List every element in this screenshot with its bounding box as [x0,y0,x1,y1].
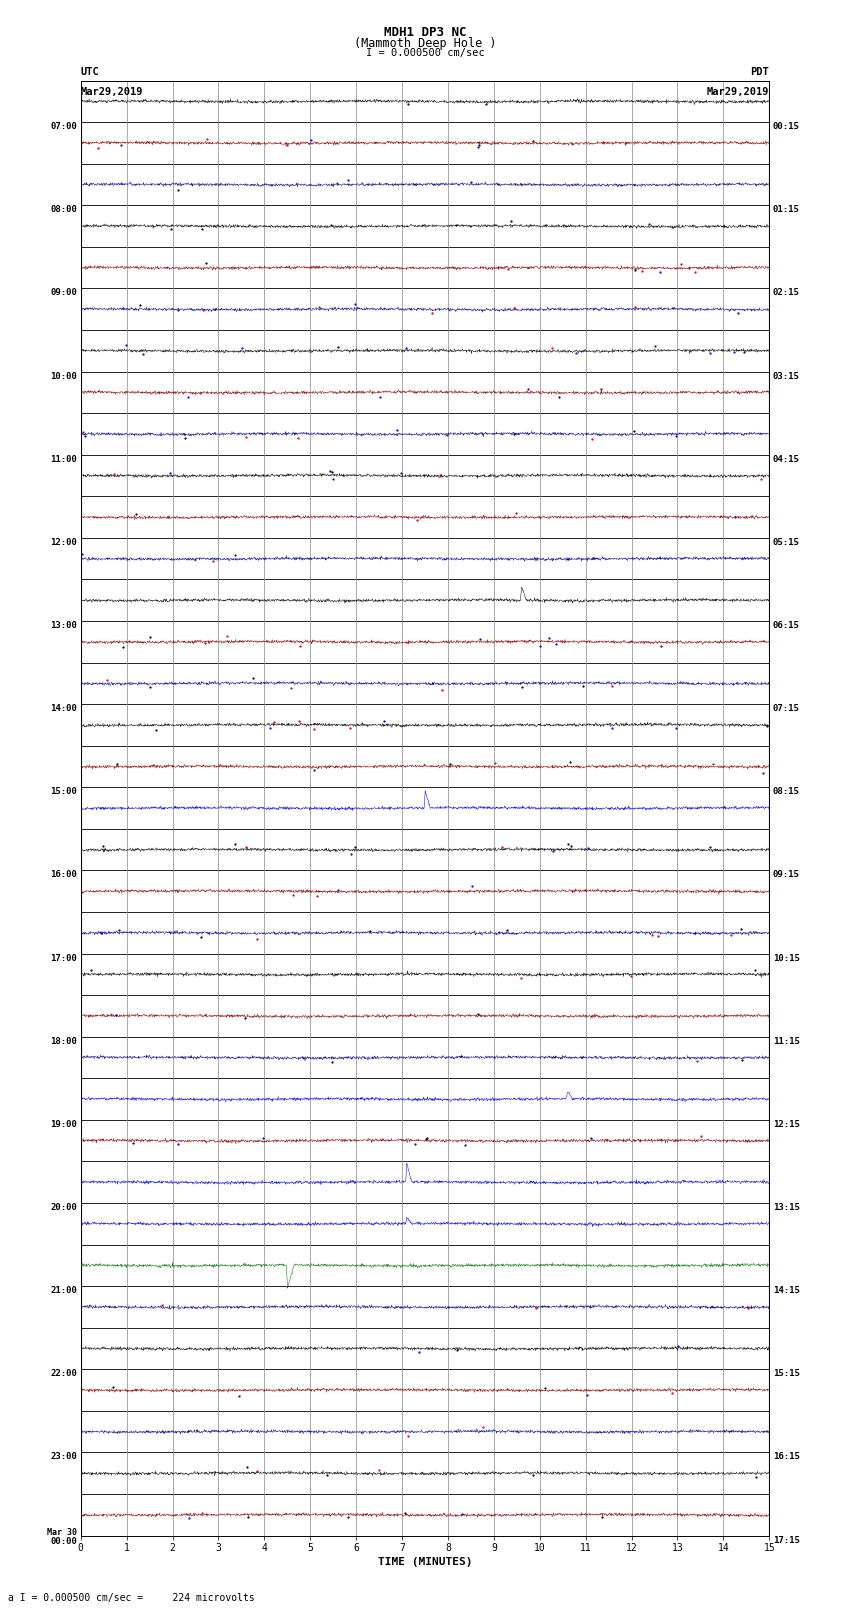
Text: 04:15: 04:15 [773,455,800,465]
Text: 16:15: 16:15 [773,1452,800,1461]
Text: (Mammoth Deep Hole ): (Mammoth Deep Hole ) [354,37,496,50]
Text: 06:15: 06:15 [773,621,800,631]
Text: 22:00: 22:00 [50,1369,77,1378]
Text: 11:00: 11:00 [50,455,77,465]
Text: Mar29,2019: Mar29,2019 [706,87,769,97]
Text: 14:00: 14:00 [50,705,77,713]
Text: 02:15: 02:15 [773,289,800,297]
Text: 07:15: 07:15 [773,705,800,713]
Text: 13:15: 13:15 [773,1203,800,1211]
Text: 05:15: 05:15 [773,537,800,547]
Text: Mar29,2019: Mar29,2019 [81,87,144,97]
Text: 18:00: 18:00 [50,1037,77,1045]
Text: 16:00: 16:00 [50,871,77,879]
Text: 12:00: 12:00 [50,537,77,547]
Text: 10:15: 10:15 [773,953,800,963]
Text: 10:00: 10:00 [50,371,77,381]
Text: 13:00: 13:00 [50,621,77,631]
Text: 03:15: 03:15 [773,371,800,381]
Text: I = 0.000500 cm/sec: I = 0.000500 cm/sec [366,48,484,58]
Text: 15:00: 15:00 [50,787,77,797]
Text: 21:00: 21:00 [50,1286,77,1295]
Text: 15:15: 15:15 [773,1369,800,1378]
Text: 09:15: 09:15 [773,871,800,879]
Text: 17:15: 17:15 [773,1536,800,1545]
Text: 20:00: 20:00 [50,1203,77,1211]
Text: 12:15: 12:15 [773,1119,800,1129]
Text: 01:15: 01:15 [773,205,800,215]
Text: MDH1 DP3 NC: MDH1 DP3 NC [383,26,467,39]
Text: 09:00: 09:00 [50,289,77,297]
Text: PDT: PDT [751,68,769,77]
Text: 00:15: 00:15 [773,123,800,131]
Text: 14:15: 14:15 [773,1286,800,1295]
Text: 11:15: 11:15 [773,1037,800,1045]
Text: 08:15: 08:15 [773,787,800,797]
Text: 23:00: 23:00 [50,1452,77,1461]
X-axis label: TIME (MINUTES): TIME (MINUTES) [377,1557,473,1566]
Text: a I = 0.000500 cm/sec =     224 microvolts: a I = 0.000500 cm/sec = 224 microvolts [8,1594,255,1603]
Text: UTC: UTC [81,68,99,77]
Text: 17:00: 17:00 [50,953,77,963]
Text: 19:00: 19:00 [50,1119,77,1129]
Text: Mar 30: Mar 30 [48,1528,77,1537]
Text: 00:00: 00:00 [50,1537,77,1547]
Text: 07:00: 07:00 [50,123,77,131]
Text: 08:00: 08:00 [50,205,77,215]
